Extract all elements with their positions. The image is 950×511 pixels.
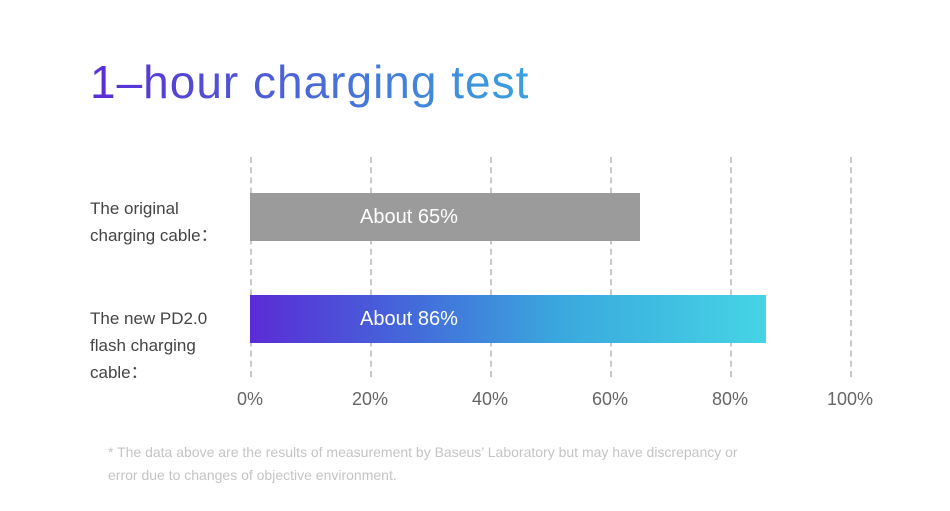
footnote-line: * The data above are the results of meas… [108,444,738,460]
x-tick-label: 100% [827,389,873,410]
x-tick-label: 40% [472,389,508,410]
chart: The original charging cable： The new PD2… [90,157,880,407]
x-tick-label: 60% [592,389,628,410]
chart-title: 1–hour charging test [90,55,880,109]
grid-line [730,157,732,377]
y-axis-labels: The original charging cable： The new PD2… [90,157,250,407]
grid-line [490,157,492,377]
bar-original: About 65% [250,193,640,241]
x-tick-label: 80% [712,389,748,410]
bar-label-line: flash charging cable： [90,336,196,382]
grid-line [250,157,252,377]
bar-label-line: The new PD2.0 [90,309,207,328]
bar-label-original: The original charging cable： [90,195,250,305]
footnote: * The data above are the results of meas… [108,441,738,486]
x-tick-label: 0% [237,389,263,410]
bar-label-pd20: The new PD2.0 flash charging cable： [90,305,250,387]
bar-label-line: charging cable： [90,226,218,245]
bar-label-line: The original [90,199,179,218]
grid-line [610,157,612,377]
footnote-line: error due to changes of objective enviro… [108,467,397,483]
grid-line [850,157,852,377]
grid-line [370,157,372,377]
plot-area: 0%20%40%60%80%100%About 65%About 86% [250,157,850,407]
bar-pd20: About 86% [250,295,766,343]
x-tick-label: 20% [352,389,388,410]
